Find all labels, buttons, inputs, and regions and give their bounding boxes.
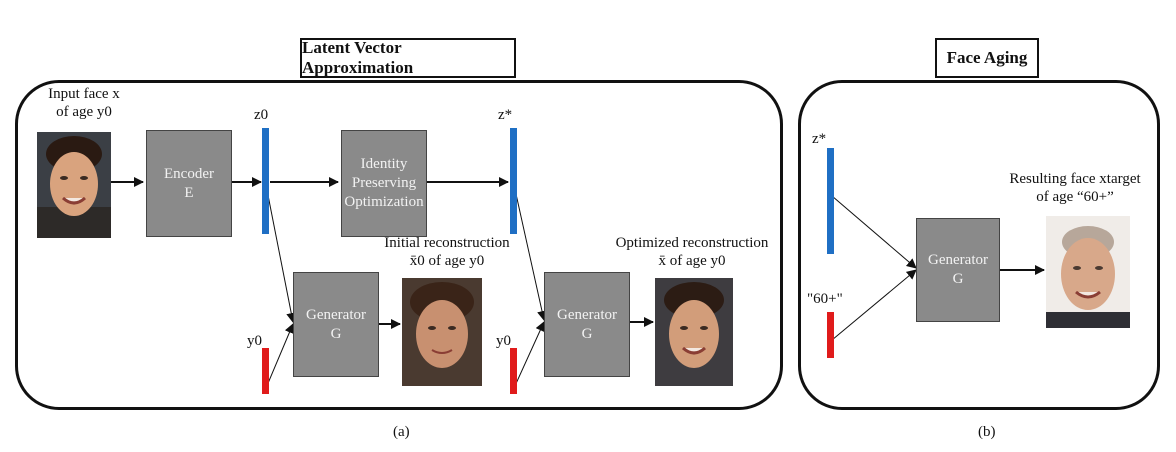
initial-reconstruction-label: Initial reconstruction x̄0 of age y0 bbox=[384, 235, 510, 269]
identity-preserving-optimization-block: Identity Preserving Optimization bbox=[341, 130, 427, 237]
arrow-b-age-to-generator bbox=[831, 269, 917, 341]
input-face-label: Input face x of age y0 bbox=[48, 86, 120, 120]
resulting-face-label: Resulting face xtarget of age “60+” bbox=[1009, 171, 1141, 205]
b-generator-block: Generator G bbox=[916, 218, 1000, 322]
arrow-b-zstar-to-generator bbox=[831, 195, 917, 269]
z0-latent-bar bbox=[262, 128, 269, 234]
resulting-face-image bbox=[1046, 216, 1130, 328]
optimized-reconstruction-image bbox=[655, 278, 733, 386]
y0-age-bar-1 bbox=[262, 348, 269, 394]
generator-block-2: Generator G bbox=[544, 272, 630, 377]
arrow-zstar-to-generator2 bbox=[513, 184, 547, 321]
arrow-y0-to-generator1 bbox=[265, 323, 295, 389]
panel-b-title: Face Aging bbox=[935, 38, 1039, 78]
panel-a-frame bbox=[15, 80, 783, 410]
panel-b-caption: (b) bbox=[978, 424, 996, 440]
zstar-latent-bar bbox=[510, 128, 517, 234]
b-age-bar bbox=[827, 312, 834, 358]
y0-label-2: y0 bbox=[496, 333, 511, 349]
b-zstar-label: z* bbox=[812, 131, 827, 147]
arrow-z0-to-generator1 bbox=[265, 184, 297, 323]
generator-block-1: Generator G bbox=[293, 272, 379, 377]
zstar-label: z* bbox=[498, 107, 513, 123]
optimized-reconstruction-label: Optimized reconstruction x̄ of age y0 bbox=[615, 235, 769, 269]
panel-a-caption: (a) bbox=[393, 424, 410, 440]
y0-age-bar-2 bbox=[510, 348, 517, 394]
b-zstar-latent-bar bbox=[827, 148, 834, 254]
input-face-image bbox=[37, 132, 111, 238]
b-age-label: "60+" bbox=[807, 291, 843, 307]
z0-label: z0 bbox=[254, 107, 269, 123]
y0-label-1: y0 bbox=[247, 333, 262, 349]
panel-b-frame bbox=[798, 80, 1160, 410]
panel-a-title: Latent Vector Approximation bbox=[300, 38, 516, 78]
initial-reconstruction-image bbox=[402, 278, 482, 386]
encoder-block: Encoder E bbox=[146, 130, 232, 237]
arrow-y0-to-generator2 bbox=[513, 321, 545, 389]
